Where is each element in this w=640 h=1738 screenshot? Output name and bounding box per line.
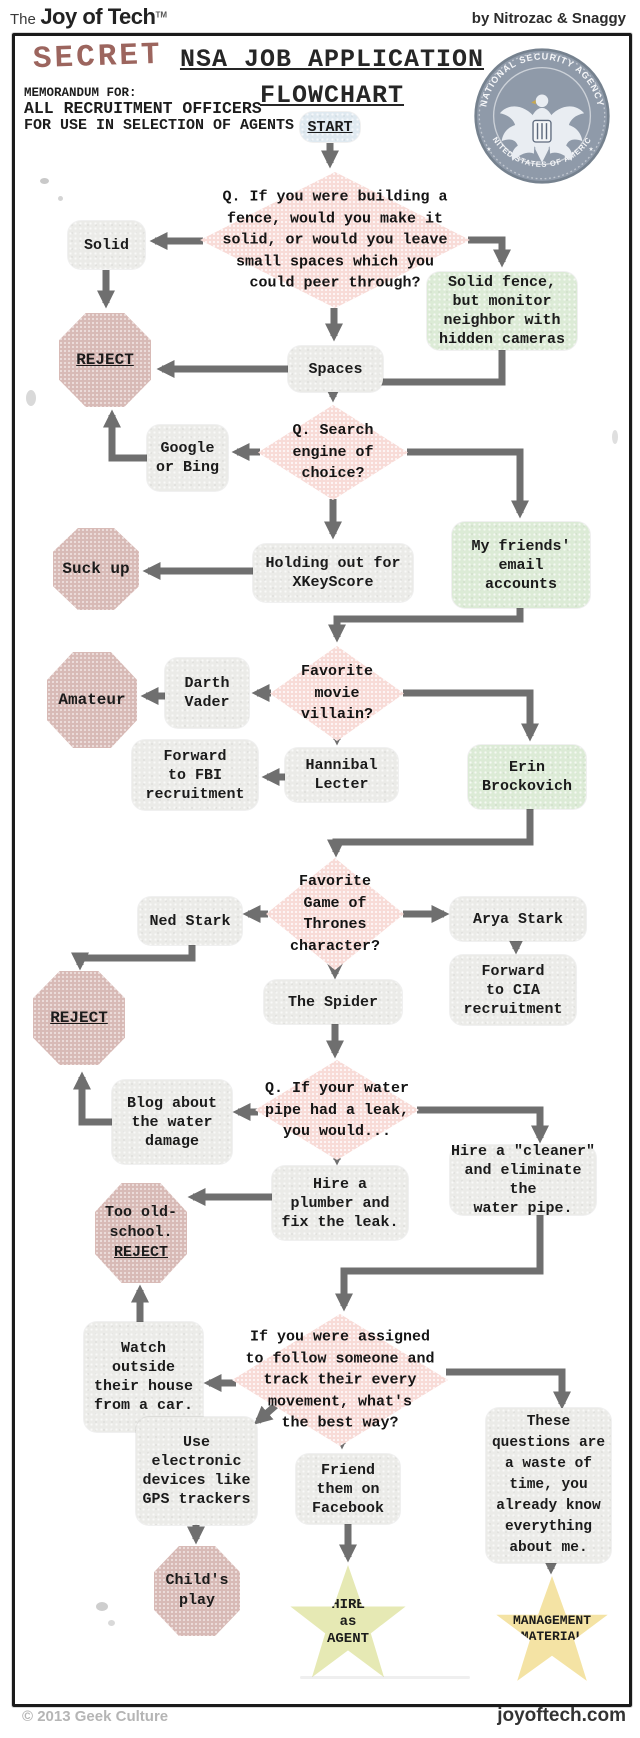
too-old-school-text: Too old- school. — [104, 1204, 177, 1241]
answer-darth-vader: Darth Vader — [165, 658, 249, 728]
arrow-q2-friends — [407, 448, 530, 519]
answer-solid-fence-cameras: Solid fence, but monitor neighbor with h… — [427, 272, 577, 350]
question-3-text: Favorite movie villain? — [300, 662, 374, 723]
answer-google-or-bing: Google or Bing — [147, 425, 228, 491]
reject-2-label: REJECT — [50, 1009, 108, 1027]
seal-eagle — [499, 94, 585, 163]
ink-speck — [612, 430, 618, 444]
question-5-text: Q. If your water pipe had a leak, you wo… — [264, 1079, 410, 1140]
arrow-google-reject1 — [102, 409, 147, 462]
result-forward-fbi: Forward to FBI recruitment — [132, 740, 258, 810]
start-label: START — [307, 118, 353, 136]
answer-waste-of-time: These questions are a waste of time, you… — [486, 1408, 611, 1563]
arrow-friends-q3 — [327, 608, 524, 643]
hire-as-agent-label: HIRE as AGENT — [326, 1596, 369, 1647]
arrow-q1-greenfence — [468, 236, 512, 268]
reject-octagon-2: REJECT — [33, 971, 125, 1065]
amateur-octagon: Amateur — [47, 652, 137, 748]
memo-line-1: ALL RECRUITMENT OFFICERS — [24, 99, 262, 118]
ink-speck — [40, 178, 49, 184]
question-6-text: If you were assigned to follow someone a… — [245, 1328, 435, 1432]
arrow-q6-these — [446, 1368, 572, 1410]
byline: by Nitrozac & Snaggy — [471, 10, 626, 27]
suck-up-octagon: Suck up — [53, 528, 139, 610]
seal-right-star: ★ — [589, 145, 594, 154]
answer-blog-water-damage: Blog about the water damage — [112, 1080, 232, 1164]
reject-octagon-1: REJECT — [59, 313, 151, 407]
website-link[interactable]: joyoftech.com — [497, 1705, 626, 1726]
answer-hire-plumber: Hire a plumber and fix the leak. — [272, 1166, 408, 1240]
management-material-label: MANAGEMENT MATERIAL — [512, 1613, 591, 1644]
answer-solid: Solid — [68, 221, 145, 269]
answer-friend-facebook: Friend them on Facebook — [296, 1454, 400, 1524]
eagle-shield-stripes — [536, 123, 548, 140]
pencil-smear — [300, 1676, 470, 1679]
title-line-1: NSA JOB APPLICATION — [179, 45, 485, 74]
answer-the-spider: The Spider — [264, 980, 402, 1024]
answer-hannibal-lecter: Hannibal Lecter — [285, 748, 398, 802]
memo-line-2: FOR USE IN SELECTION OF AGENTS — [24, 117, 295, 134]
ink-speck — [96, 1602, 108, 1611]
answer-erin-brockovich: Erin Brockovich — [468, 745, 586, 809]
eagle-right-wing — [548, 106, 585, 161]
arrow-q3-erin — [403, 689, 540, 742]
answer-spaces: Spaces — [288, 346, 383, 392]
eagle-head — [535, 94, 549, 108]
title-line-2: FLOWCHART — [259, 81, 405, 110]
answer-hire-cleaner: Hire a "cleaner" and eliminate the water… — [450, 1143, 596, 1217]
answer-gps-trackers: Use electronic devices like GPS trackers — [136, 1417, 257, 1525]
brand-logo: The Joy of TechTM — [10, 4, 167, 30]
brand-name: Joy of Tech — [40, 4, 156, 29]
answer-holding-xkeyscore: Holding out for XKeyScore — [253, 544, 413, 602]
brand-the: The — [10, 11, 36, 28]
eagle-left-wing — [499, 106, 536, 161]
page-title: NSA JOB APPLICATION FLOWCHART — [178, 42, 486, 114]
page-border — [12, 33, 632, 1707]
answer-ned-stark: Ned Stark — [138, 897, 242, 945]
answer-friends-email: My friends' email accounts — [452, 522, 590, 608]
arrow-erin-q4 — [326, 809, 534, 858]
memo-label: MEMORANDUM FOR: — [24, 86, 137, 100]
ink-speck — [58, 196, 63, 201]
seal-rope-ring — [478, 52, 606, 180]
eagle-tail — [534, 148, 550, 163]
copyright-notice: © 2013 Geek Culture — [22, 1708, 169, 1725]
ink-speck — [108, 1620, 115, 1626]
arrow-cleaner-q6 — [334, 1215, 544, 1312]
result-forward-cia: Forward to CIA recruitment — [450, 955, 576, 1025]
arrow-ned-reject2 — [70, 945, 196, 971]
question-4-text: Favorite Game of Thrones character? — [289, 873, 381, 955]
eagle-beak — [531, 99, 536, 105]
start-node: START — [300, 112, 360, 142]
seal-left-star: ★ — [486, 145, 491, 154]
answer-arya-stark: Arya Stark — [450, 897, 586, 941]
answer-watch-from-car: Watch outside their house from a car. — [84, 1322, 203, 1432]
arrow-q5-cleaner — [417, 1106, 550, 1144]
reject-1-label: REJECT — [76, 351, 134, 369]
ink-speck — [26, 390, 36, 406]
arrow-blog-reject2 — [72, 1071, 112, 1126]
too-old-reject-label: REJECT — [113, 1244, 168, 1261]
brand-trademark: TM — [155, 10, 167, 20]
childs-play-octagon: Child's play — [154, 1546, 240, 1636]
seal-inner-ring — [492, 66, 592, 166]
nsa-seal: NATIONAL SECURITY AGENCY UNITED STATES O… — [473, 47, 610, 184]
question-2-text: Q. Search engine of choice? — [292, 421, 374, 482]
question-1-text: Q. If you were building a fence, would y… — [222, 188, 448, 292]
too-old-school-octagon: Too old- school. REJECT — [95, 1183, 187, 1283]
